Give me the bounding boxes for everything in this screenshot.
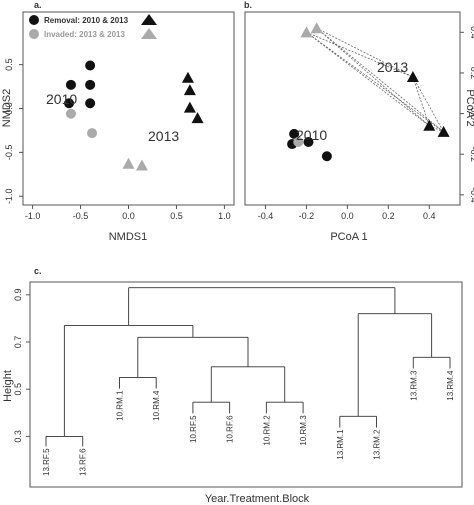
x-tick-label: 0.0 bbox=[341, 211, 354, 221]
data-point-triangle bbox=[437, 125, 450, 137]
dendrogram-leaf-label: 10.RM.1 bbox=[115, 390, 124, 421]
dendrogram-leaf-label: 10.RM.4 bbox=[152, 390, 161, 421]
plot-b-frame bbox=[244, 11, 461, 206]
data-point-circle bbox=[65, 79, 76, 90]
x-tick-label: 0.4 bbox=[423, 211, 436, 221]
dendrogram-leaf-label: 13.RF.6 bbox=[79, 448, 88, 476]
dendrogram-leaf-label: 13.RM.2 bbox=[373, 429, 382, 460]
plot-a-frame bbox=[22, 11, 235, 206]
y-tick-label: -1.0 bbox=[4, 188, 14, 204]
data-point-triangle bbox=[122, 157, 135, 169]
data-point-circle bbox=[87, 128, 98, 139]
data-point-triangle bbox=[191, 112, 204, 124]
y-tick-label: -0.5 bbox=[4, 145, 14, 161]
plot-a-annotation-2013: 2013 bbox=[148, 128, 179, 144]
y-tick-label: 0.4 bbox=[469, 26, 474, 39]
data-point-triangle bbox=[183, 101, 196, 113]
legend-label-removal: Removal: 2010 & 2013 bbox=[44, 16, 129, 25]
ordination-segment bbox=[316, 27, 414, 78]
plot-a-ticks: -1.0 -0.5 0.0 0.5 1.0 -1.0 -0.5 0.0 0.5 bbox=[4, 58, 231, 221]
plot-b-segments bbox=[306, 27, 444, 133]
plot-c-xlabel: Year.Treatment.Block bbox=[205, 493, 310, 505]
dendrogram-leaf-label: 13.RM.4 bbox=[446, 370, 455, 401]
plot-b-ticks: -0.4 -0.2 0.0 0.2 0.4 -0.4 -0.2 0.0 0.2 0.4 bbox=[258, 26, 474, 221]
legend-marker-removal-circle bbox=[29, 15, 39, 25]
data-point-triangle bbox=[423, 119, 436, 131]
x-tick-label: -0.5 bbox=[73, 211, 89, 221]
x-tick-label: 0.5 bbox=[170, 211, 183, 221]
data-point-circle bbox=[85, 79, 96, 90]
data-point-triangle bbox=[135, 159, 148, 171]
dendrogram-leaf-label: 13.RM.1 bbox=[336, 429, 345, 460]
panel-label-c: c. bbox=[34, 266, 42, 276]
plot-a-marks bbox=[64, 60, 204, 171]
legend-label-invaded: Invaded: 2013 & 2013 bbox=[44, 30, 125, 39]
dendrogram-leaf-label: 10.RF.6 bbox=[226, 415, 235, 443]
plot-c-ticks: 0.3 0.5 0.7 0.9 bbox=[13, 289, 30, 443]
x-tick-label: -0.2 bbox=[299, 211, 315, 221]
x-tick-label: -1.0 bbox=[25, 211, 41, 221]
dendrogram-leaf-label: 10.RM.3 bbox=[299, 415, 308, 446]
y-tick-label: 0.5 bbox=[13, 383, 23, 396]
y-tick-label: 0.0 bbox=[469, 107, 474, 120]
ordination-segment bbox=[306, 31, 444, 133]
ordination-segment bbox=[306, 31, 430, 127]
dendrogram-leaf-label: 10.RM.2 bbox=[262, 415, 271, 446]
plot-a-xlabel: NMDS1 bbox=[109, 231, 148, 243]
x-tick-label: 0.0 bbox=[122, 211, 135, 221]
plot-b-annotation-2010: 2010 bbox=[296, 127, 327, 143]
data-point-circle bbox=[293, 137, 304, 148]
x-tick-label: 0.2 bbox=[382, 211, 395, 221]
y-tick-label: 0.0 bbox=[4, 102, 14, 115]
plot-c-tree bbox=[45, 287, 451, 447]
legend-marker-invaded-circle bbox=[29, 29, 39, 39]
dendrogram-leaf-label: 13.RM.3 bbox=[409, 370, 418, 401]
x-tick-label: 1.0 bbox=[218, 211, 231, 221]
plot-c-leaves: 13.RF.5 13.RF.6 10.RM.1 10.RM.4 10.RF.5 10.RF… bbox=[42, 370, 455, 476]
plot-b-ylabel: PCoA 2 bbox=[464, 89, 474, 126]
x-tick-label: -0.4 bbox=[258, 211, 274, 221]
ordination-segment bbox=[316, 27, 444, 133]
panel-label-a: a. bbox=[34, 0, 42, 10]
data-point-circle bbox=[85, 98, 96, 109]
panel-label-b: b. bbox=[244, 0, 252, 10]
data-point-circle bbox=[85, 60, 96, 71]
data-point-circle bbox=[321, 151, 332, 162]
y-tick-label: 0.3 bbox=[13, 430, 23, 443]
y-tick-label: 0.5 bbox=[4, 58, 14, 71]
data-point-circle bbox=[303, 137, 314, 148]
legend-marker-removal-triangle bbox=[141, 14, 157, 25]
y-tick-label: 0.9 bbox=[13, 289, 23, 302]
plot-a-ylabel: NMDS2 bbox=[1, 89, 13, 128]
plot-c-ylabel: Height bbox=[2, 370, 14, 402]
data-point-circle bbox=[289, 128, 300, 139]
plot-a-annotation-2010: 2010 bbox=[46, 91, 77, 107]
plot-b-marks bbox=[287, 22, 450, 162]
plot-b-annotation-2013: 2013 bbox=[377, 59, 408, 75]
y-tick-label: -0.4 bbox=[469, 187, 474, 203]
plot-b-xlabel: PCoA 1 bbox=[330, 231, 367, 243]
data-point-triangle bbox=[183, 84, 196, 96]
data-point-triangle bbox=[310, 22, 323, 34]
data-point-circle bbox=[65, 108, 76, 119]
y-tick-label: 0.7 bbox=[13, 336, 23, 349]
dendrogram-leaf-label: 10.RF.5 bbox=[189, 415, 198, 443]
ordination-segment bbox=[429, 125, 444, 133]
ordination-segment bbox=[306, 31, 414, 78]
data-point-triangle bbox=[181, 71, 194, 83]
ordination-segment bbox=[412, 76, 430, 126]
plot-a-legend: Removal: 2010 & 2013 Invaded: 2013 & 201… bbox=[29, 14, 157, 39]
data-point-triangle bbox=[300, 26, 313, 38]
plot-c-frame bbox=[29, 281, 463, 488]
ordination-segment bbox=[316, 27, 430, 127]
y-tick-label: -0.2 bbox=[469, 146, 474, 162]
data-point-triangle bbox=[406, 71, 419, 83]
dendrogram-leaf-label: 13.RF.5 bbox=[42, 448, 51, 476]
data-point-circle bbox=[64, 98, 75, 109]
legend-marker-invaded-triangle bbox=[141, 28, 157, 39]
y-tick-label: 0.2 bbox=[469, 67, 474, 80]
